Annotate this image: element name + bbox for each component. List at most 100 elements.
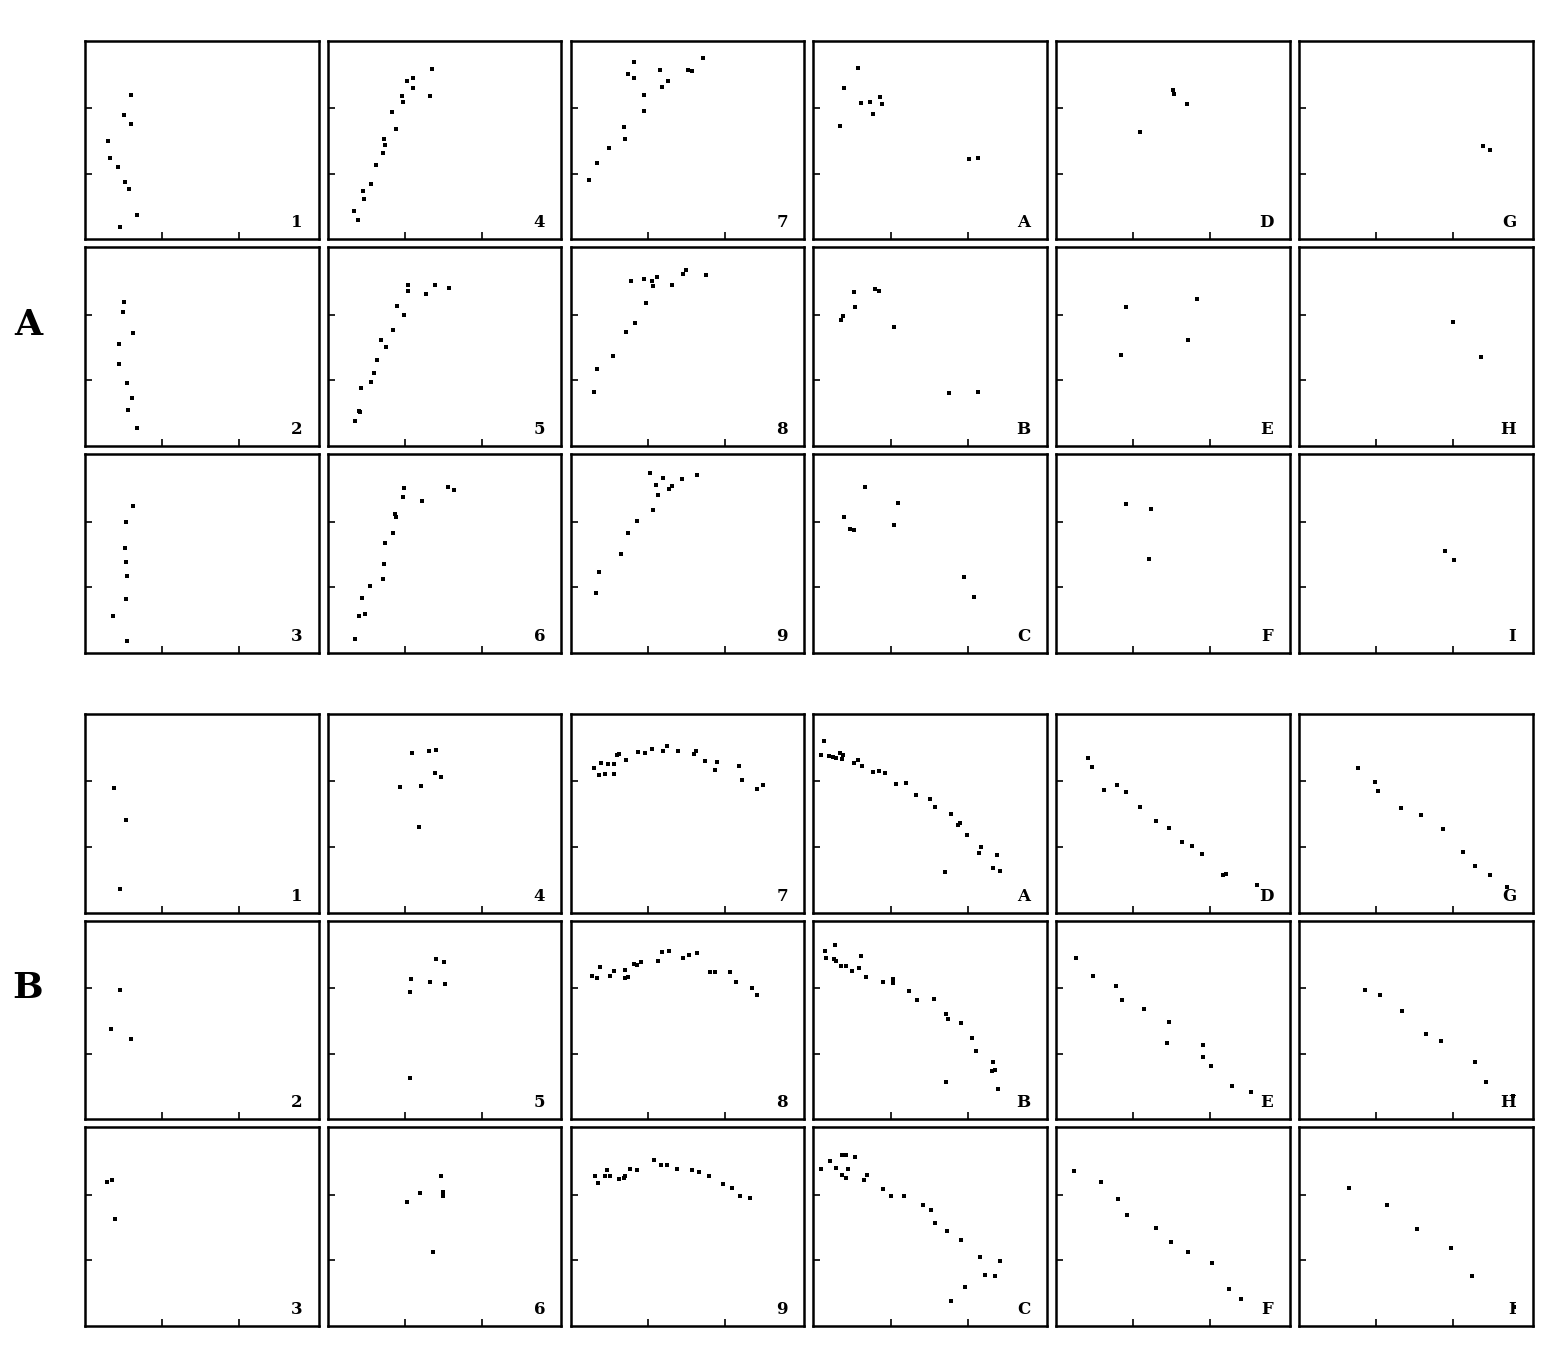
Point (985, 844, 1009, 866)
Point (437, 476, 461, 498)
Point (596, 137, 621, 158)
Text: 4: 4 (534, 888, 545, 905)
Point (980, 1051, 1005, 1073)
Point (588, 752, 613, 774)
Text: B: B (1017, 421, 1031, 438)
Point (704, 751, 729, 773)
Point (622, 51, 647, 73)
Point (1500, 1085, 1525, 1107)
Point (587, 764, 611, 786)
Point (119, 114, 144, 135)
Point (649, 60, 673, 81)
Point (828, 308, 853, 330)
Point (842, 296, 867, 318)
Point (1158, 1231, 1183, 1253)
Point (101, 605, 125, 626)
Point (98, 147, 122, 169)
Point (1362, 771, 1387, 793)
Point (646, 950, 670, 971)
Point (1245, 874, 1269, 896)
Point (115, 566, 139, 587)
Point (359, 372, 384, 394)
Point (867, 280, 892, 302)
Point (416, 740, 441, 762)
Point (387, 777, 412, 798)
Point (602, 763, 627, 785)
Point (1468, 346, 1492, 368)
Text: 7: 7 (776, 888, 788, 905)
Point (358, 173, 382, 195)
Point (870, 971, 895, 993)
Point (988, 861, 1012, 882)
Point (1176, 1242, 1201, 1264)
Point (1450, 842, 1475, 863)
Point (966, 380, 991, 402)
Point (616, 62, 641, 84)
Point (409, 1183, 433, 1204)
Point (1433, 541, 1458, 563)
Point (618, 1158, 642, 1180)
Text: C: C (1017, 1302, 1031, 1318)
Point (980, 1059, 1005, 1081)
Point (633, 743, 658, 764)
Point (1214, 863, 1238, 885)
Point (395, 1191, 420, 1212)
Point (1170, 831, 1195, 852)
Point (382, 503, 407, 525)
Point (724, 971, 749, 993)
Point (616, 522, 641, 544)
Point (1113, 296, 1138, 318)
Point (923, 796, 947, 817)
Point (952, 566, 977, 587)
Point (381, 522, 406, 544)
Point (370, 568, 395, 590)
Point (831, 77, 856, 99)
Point (656, 479, 681, 501)
Point (384, 118, 409, 139)
Point (703, 759, 728, 781)
Point (937, 382, 961, 403)
Point (650, 940, 675, 962)
Point (1161, 80, 1186, 101)
Point (116, 399, 141, 421)
Point (935, 1220, 960, 1242)
Point (1136, 548, 1161, 570)
Point (437, 277, 461, 299)
Point (102, 778, 127, 800)
Point (347, 400, 372, 422)
Point (896, 980, 921, 1001)
Point (593, 1165, 618, 1187)
Point (672, 947, 697, 969)
Point (1104, 976, 1128, 997)
Point (737, 1188, 762, 1210)
Point (105, 156, 130, 177)
Point (690, 47, 715, 69)
Point (621, 68, 646, 89)
Point (1404, 1218, 1429, 1239)
Point (808, 1158, 833, 1180)
Point (655, 735, 680, 756)
Point (395, 280, 420, 302)
Point (873, 762, 898, 783)
Point (113, 552, 138, 574)
Point (579, 965, 604, 986)
Point (423, 762, 447, 783)
Point (641, 499, 666, 521)
Text: 1: 1 (291, 888, 302, 905)
Point (639, 739, 664, 760)
Point (646, 484, 670, 506)
Point (858, 91, 882, 112)
Text: 2: 2 (291, 1095, 302, 1111)
Point (424, 948, 449, 970)
Point (639, 271, 664, 292)
Point (582, 380, 607, 402)
Text: 6: 6 (534, 1302, 545, 1318)
Point (822, 935, 847, 957)
Point (107, 333, 132, 354)
Point (1441, 311, 1466, 333)
Point (949, 1012, 974, 1034)
Point (641, 275, 666, 296)
Point (613, 129, 638, 150)
Point (1463, 855, 1488, 877)
Point (632, 85, 656, 107)
